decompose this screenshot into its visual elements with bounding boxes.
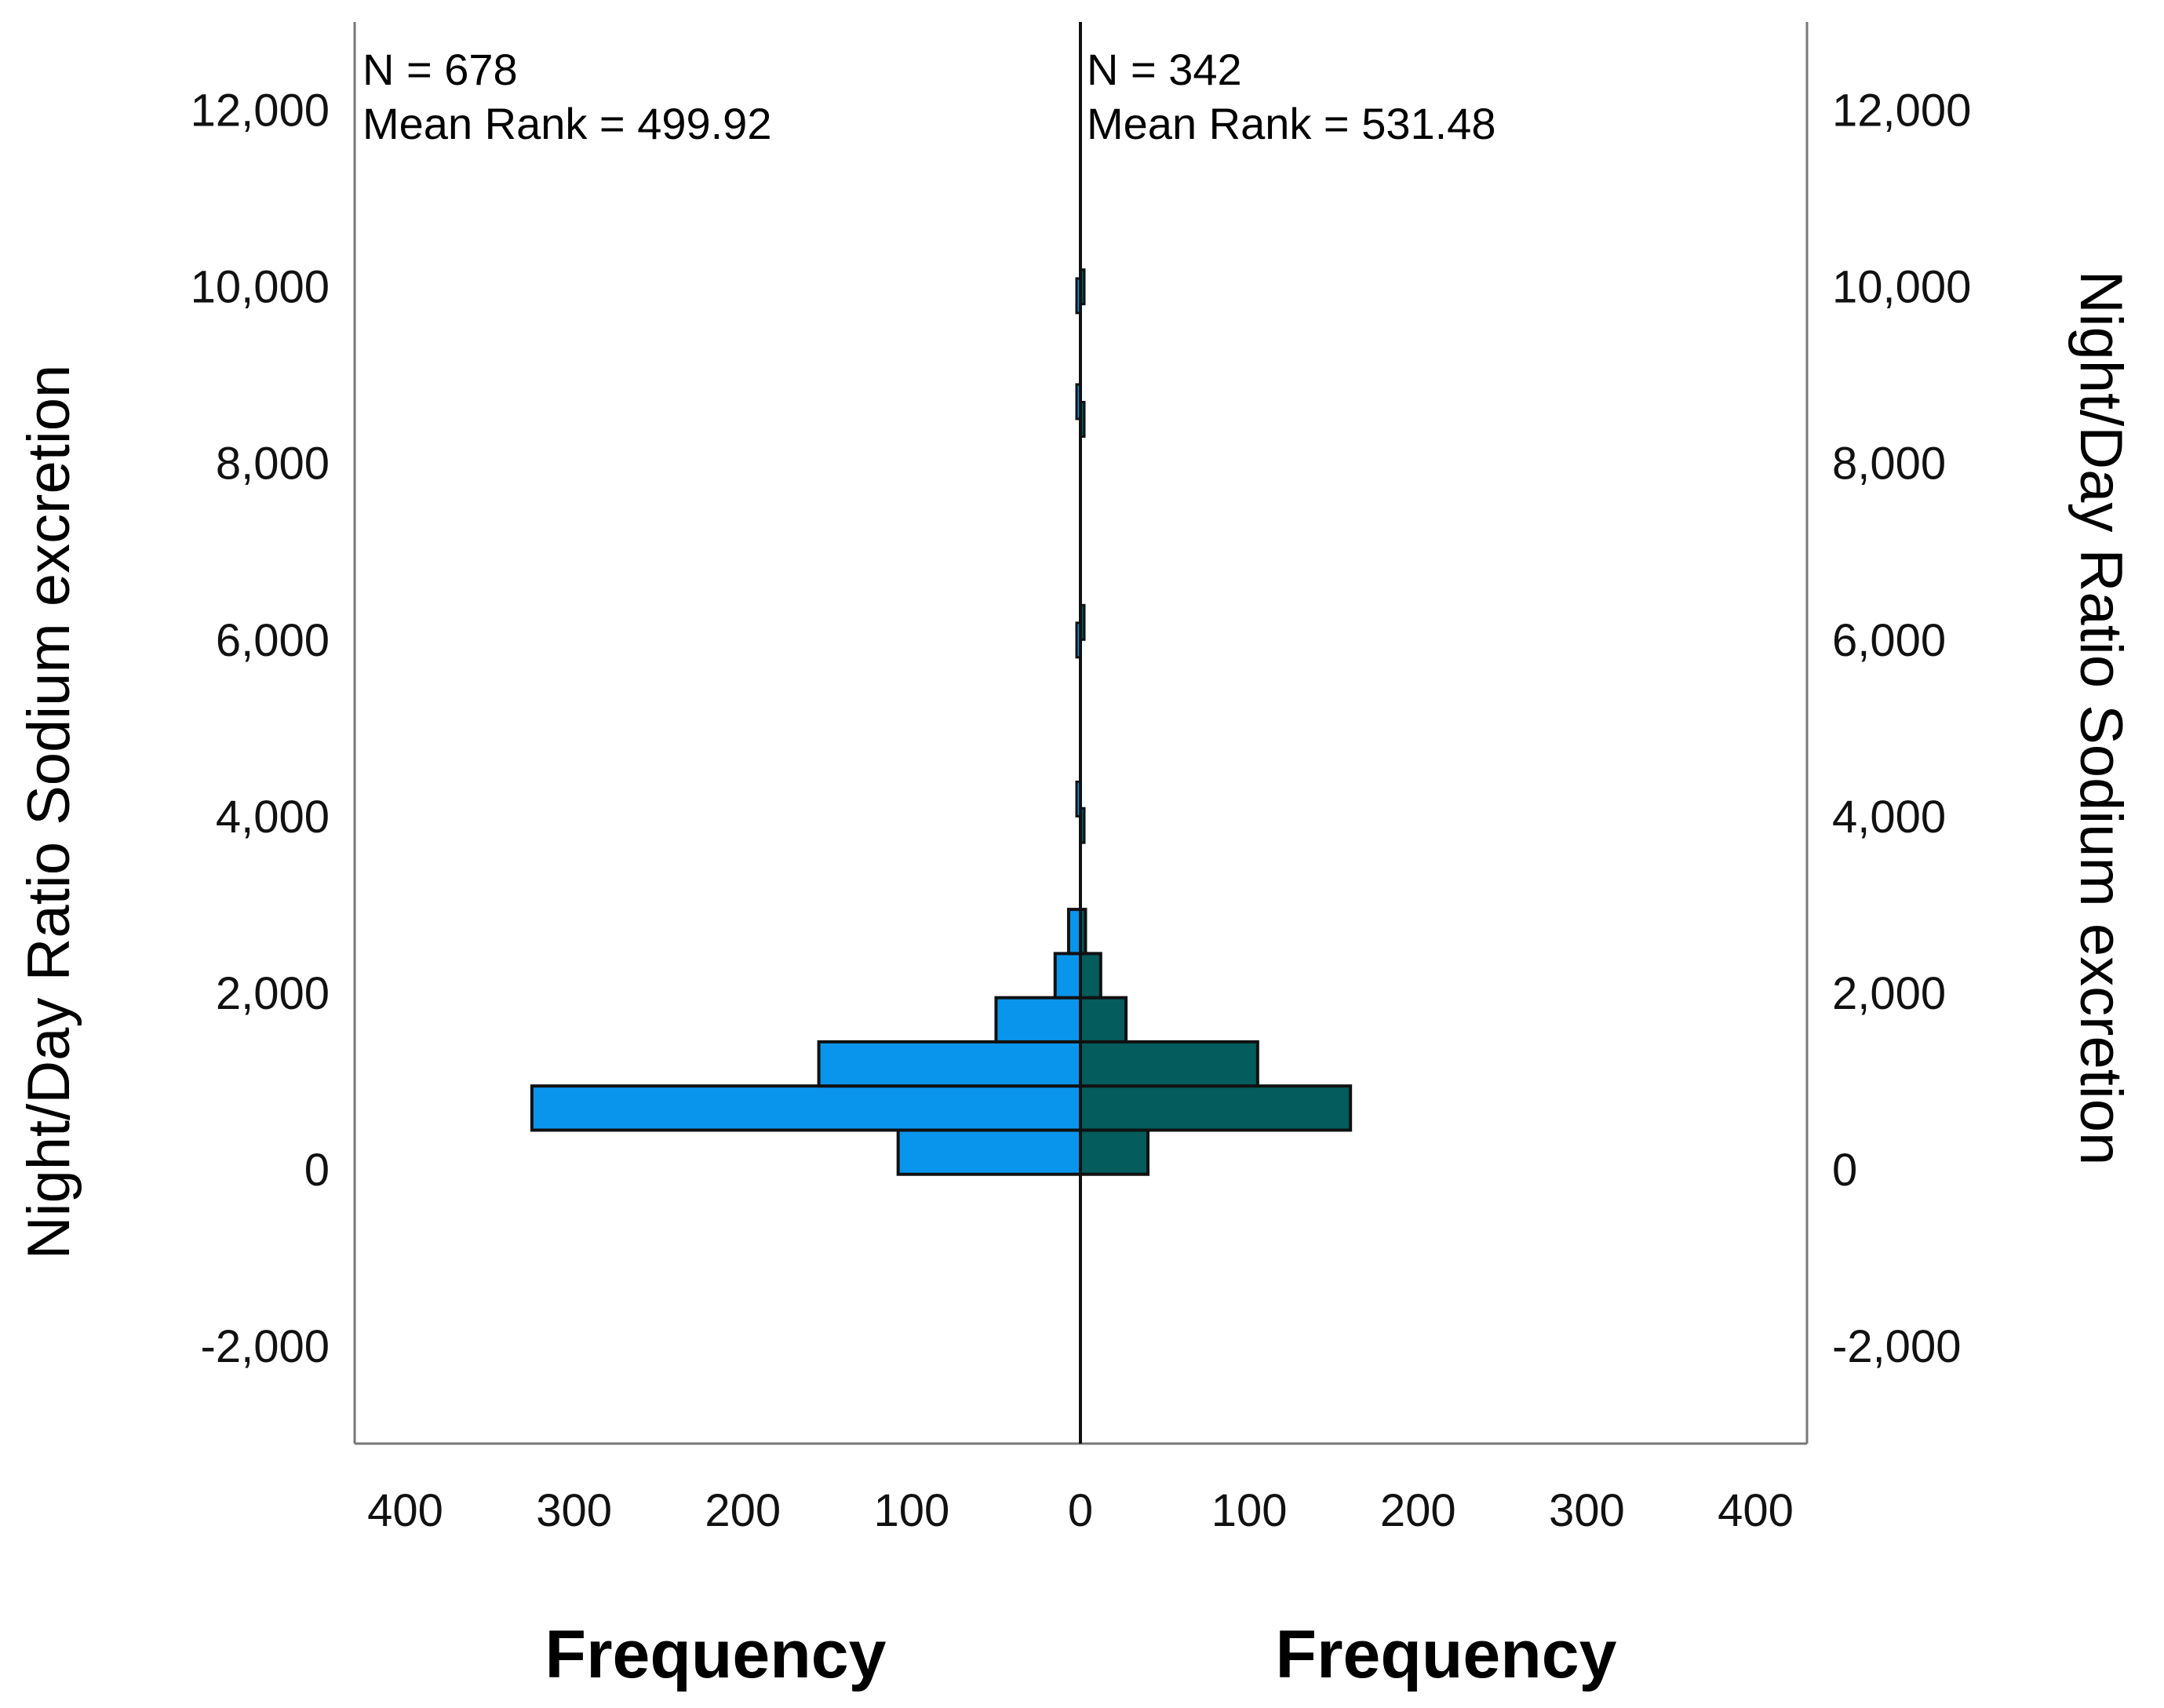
right-y-tick-label: 2,000	[1832, 968, 1946, 1019]
right-y-axis-label: Night/Day Ratio Sodium excretion	[2067, 271, 2134, 1166]
left-histogram-bar	[530, 1084, 1082, 1132]
left-y-tick-label: -2,000	[201, 1321, 330, 1372]
left-histogram-bar	[896, 1128, 1083, 1176]
right-histogram-bar	[1079, 1040, 1259, 1088]
left-x-tick-label: 300	[536, 1485, 612, 1536]
left-y-tick-label: 8,000	[216, 439, 330, 490]
left-group-bars	[530, 277, 1083, 1176]
left-y-tick-label: 2,000	[216, 968, 330, 1019]
left-y-tick-label: 10,000	[191, 262, 330, 313]
right-y-tick-label: 0	[1832, 1145, 1857, 1196]
right-histogram-bar	[1079, 1128, 1150, 1176]
right-y-tick-labels: -2,000 0 2,000 4,000 6,000 8,000 10,000 12,000	[1832, 86, 1971, 1373]
right-y-tick-label: 12,000	[1832, 86, 1971, 137]
right-histogram-bar	[1079, 996, 1128, 1043]
left-y-tick-label: 6,000	[216, 615, 330, 666]
left-x-tick-label: 100	[873, 1485, 949, 1536]
right-x-tick-label: 100	[1211, 1485, 1288, 1536]
left-x-tick-label: 200	[705, 1485, 781, 1536]
left-histogram-bar	[817, 1040, 1083, 1088]
left-y-tick-label: 4,000	[216, 792, 330, 843]
right-x-tick-label: 300	[1549, 1485, 1625, 1536]
right-x-axis-label: Frequency	[1276, 1617, 1617, 1692]
right-y-tick-label: 10,000	[1832, 262, 1971, 313]
left-n-label: N = 678	[362, 45, 518, 94]
center-x-tick-label: 0	[1068, 1485, 1093, 1536]
left-histogram-bar	[994, 996, 1083, 1043]
left-y-tick-label: 0	[304, 1145, 330, 1196]
left-histogram-bar	[1053, 952, 1082, 1000]
right-y-tick-label: -2,000	[1832, 1321, 1961, 1372]
right-y-tick-label: 6,000	[1832, 615, 1946, 666]
left-y-tick-labels: -2,000 0 2,000 4,000 6,000 8,000 10,000 12,000	[191, 86, 330, 1373]
left-x-axis-label: Frequency	[545, 1617, 887, 1692]
left-y-tick-label: 12,000	[191, 86, 330, 137]
right-mean-rank-label: Mean Rank = 531.48	[1087, 99, 1495, 148]
left-histogram-bar	[1066, 908, 1083, 956]
right-y-tick-label: 8,000	[1832, 439, 1946, 490]
right-y-tick-label: 4,000	[1832, 792, 1946, 843]
right-histogram-bar	[1079, 1084, 1353, 1132]
left-y-axis-label: Night/Day Ratio Sodium excretion	[16, 365, 82, 1260]
right-x-tick-label: 200	[1380, 1485, 1456, 1536]
right-n-label: N = 342	[1087, 45, 1242, 94]
right-x-tick-label: 400	[1718, 1485, 1794, 1536]
x-tick-labels: 0 100 100 200 200 300 300 400 400	[367, 1485, 1794, 1536]
left-x-tick-label: 400	[367, 1485, 443, 1536]
left-mean-rank-label: Mean Rank = 499.92	[362, 99, 771, 148]
right-histogram-bar	[1079, 952, 1102, 1000]
right-group-bars	[1079, 268, 1353, 1176]
